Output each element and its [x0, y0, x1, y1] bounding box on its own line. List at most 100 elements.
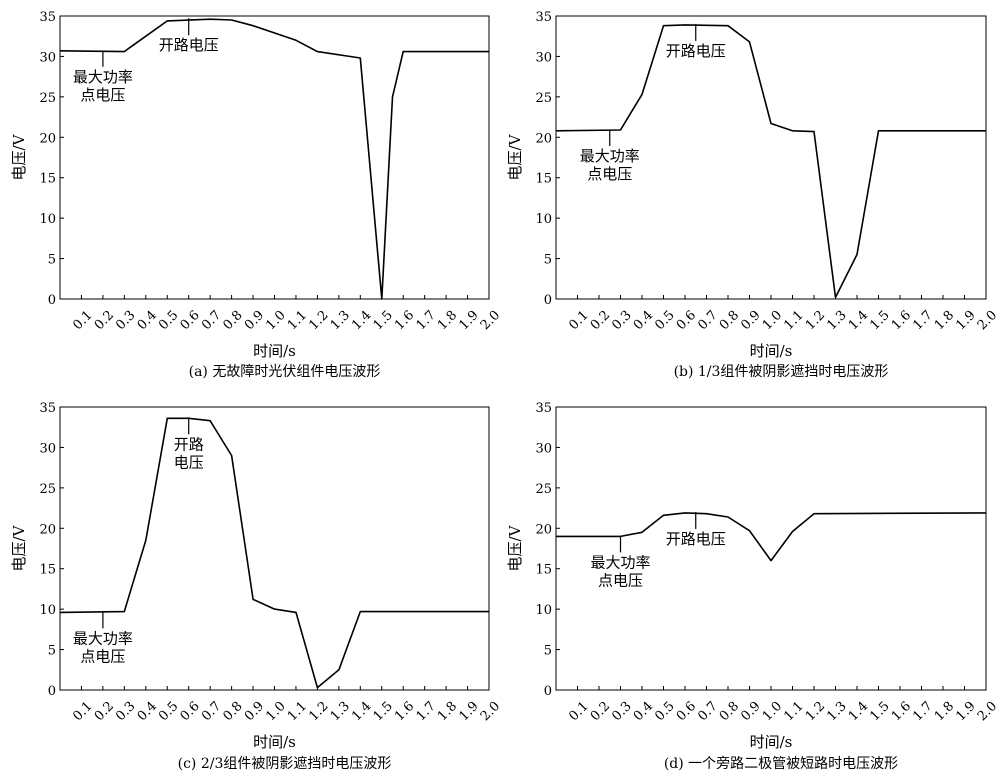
y-axis-label: 电压/V: [506, 133, 524, 180]
x-tick-label: 0.6: [674, 308, 699, 333]
x-tick-label: 0.6: [674, 699, 699, 724]
x-tick-label: 1.1: [285, 308, 310, 333]
x-tick-label: 0.2: [92, 308, 117, 333]
annotation-0: 开路电压: [159, 18, 219, 54]
x-tick-label: 1.6: [889, 699, 914, 724]
y-tick-label: 5: [544, 644, 552, 659]
y-tick-label: 5: [48, 253, 56, 268]
x-tick-label: 1.2: [803, 308, 828, 333]
y-tick-label: 5: [544, 253, 552, 268]
x-tick-label: 0.1: [566, 308, 591, 333]
annotation-text: 点电压: [598, 571, 643, 589]
x-tick-label: 0.9: [738, 308, 763, 333]
x-tick-label: 1.8: [435, 308, 460, 333]
x-tick-label: 1.0: [760, 308, 785, 333]
x-tick-label: 1.3: [328, 699, 353, 724]
x-tick-label: 0.3: [609, 308, 634, 333]
series-line-0: [556, 512, 987, 562]
x-tick-label: 1.4: [349, 308, 374, 333]
series-line-0: [59, 417, 489, 689]
series-line-0: [555, 24, 986, 299]
x-axis-label: 时间/s: [750, 342, 793, 360]
y-tick-label: 0: [544, 293, 552, 308]
y-tick-label: 20: [535, 522, 552, 537]
x-tick-label: 0.5: [156, 308, 181, 333]
chart-panel-3: 0 5 10 15 20 25 30 35 0.10.20.30.40.50.60.70.80.…: [506, 401, 996, 772]
x-tick-label: 0.3: [609, 699, 634, 724]
chart-panel-2: 0 5 10 15 20 25 30 35 0.10.20.30.40.50.60.70.80.…: [10, 401, 503, 772]
y-tick-label: 20: [39, 131, 56, 146]
x-tick-label: 1.6: [392, 699, 417, 724]
y-tick-label: 10: [535, 212, 552, 227]
x-tick-label: 0.9: [242, 308, 267, 333]
x-tick-label: 0.9: [738, 699, 763, 724]
x-tick-label: 0.7: [695, 308, 720, 333]
x-tick-label: 0.2: [588, 699, 613, 724]
x-tick-label: 1.9: [456, 699, 481, 724]
y-tick-label: 10: [535, 603, 552, 618]
x-tick-label: 1.9: [456, 308, 481, 333]
annotation-0: 开路电压: [666, 23, 726, 60]
y-tick-label: 30: [535, 441, 552, 456]
x-tick-label: 1.6: [889, 308, 914, 333]
x-tick-label: 0.2: [588, 308, 613, 333]
x-tick-label: 1.7: [910, 699, 935, 724]
x-tick-label: 0.9: [242, 699, 267, 724]
y-tick-label: 30: [39, 441, 56, 456]
y-tick-label: 35: [39, 10, 56, 25]
x-axis-label: 时间/s: [253, 342, 296, 360]
x-tick-label: 0.3: [113, 699, 138, 724]
annotation-text: 点电压: [587, 165, 632, 183]
x-tick-label: 0.1: [70, 308, 95, 333]
annotation-text: 开路电压: [666, 530, 726, 548]
y-tick-label: 10: [39, 212, 56, 227]
x-tick-label: 0.4: [631, 308, 656, 333]
x-axis-label: 时间/s: [253, 733, 296, 751]
y-axis-label: 电压/V: [10, 524, 28, 571]
x-tick-label: 1.5: [867, 308, 892, 333]
y-tick-label: 25: [535, 91, 552, 106]
x-tick-label: 0.8: [717, 699, 742, 724]
x-tick-label: 0.8: [221, 699, 246, 724]
x-tick-label: 0.6: [178, 699, 203, 724]
x-tick-label: 1.0: [760, 699, 785, 724]
x-tick-label: 1.9: [953, 308, 978, 333]
annotation-0: 开路电压: [666, 511, 726, 548]
x-tick-label: 1.1: [285, 699, 310, 724]
figure-caption: (a) 无故障时光伏组件电压波形: [189, 364, 381, 380]
y-tick-label: 20: [535, 131, 552, 146]
y-tick-label: 35: [39, 401, 56, 416]
x-tick-label: 0.7: [695, 699, 720, 724]
y-tick-label: 35: [535, 10, 552, 25]
figure-caption: (d) 一个旁路二极管被短路时电压波形: [664, 755, 898, 772]
x-tick-label: 0.8: [717, 308, 742, 333]
annotation-text: 最大功率: [580, 147, 640, 165]
x-tick-label: 1.3: [328, 308, 353, 333]
annotation-text: 最大功率: [73, 629, 133, 647]
x-tick-label: 0.4: [631, 699, 656, 724]
x-tick-label: 1.3: [824, 699, 849, 724]
y-tick-label: 30: [535, 50, 552, 65]
x-tick-label: 1.0: [263, 699, 288, 724]
annotation-text: 最大功率: [73, 68, 133, 86]
x-tick-label: 1.2: [306, 699, 331, 724]
y-tick-label: 35: [535, 401, 552, 416]
y-tick-label: 5: [48, 644, 56, 659]
x-tick-label: 1.1: [781, 699, 806, 724]
x-tick-label: 0.5: [156, 699, 181, 724]
annotation-text: 开路电压: [666, 42, 726, 60]
x-tick-label: 0.2: [92, 699, 117, 724]
figure-caption: (c) 2/3组件被阴影遮挡时电压波形: [178, 756, 392, 772]
y-tick-label: 20: [39, 522, 56, 537]
x-tick-label: 2.0: [975, 699, 996, 724]
x-tick-label: 1.4: [846, 308, 871, 333]
x-tick-label: 1.7: [414, 699, 439, 724]
x-tick-label: 1.7: [910, 308, 935, 333]
x-tick-label: 1.9: [953, 699, 978, 724]
x-tick-label: 1.5: [371, 308, 396, 333]
x-tick-label: 2.0: [975, 308, 996, 333]
